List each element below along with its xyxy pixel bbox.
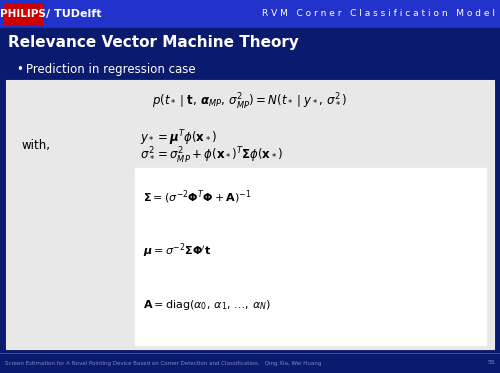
- Text: $\boldsymbol{\Sigma} = (\sigma^{-2}\boldsymbol{\Phi}^T\boldsymbol{\Phi} + \mathb: $\boldsymbol{\Sigma} = (\sigma^{-2}\bold…: [143, 189, 252, 206]
- Text: $\boldsymbol{\mu} = \sigma^{-2}\boldsymbol{\Sigma}\boldsymbol{\Phi}^{\prime}\mat: $\boldsymbol{\mu} = \sigma^{-2}\boldsymb…: [143, 242, 211, 260]
- Text: / TUDelft: / TUDelft: [46, 9, 102, 19]
- Text: with,: with,: [22, 140, 51, 153]
- Bar: [135, 168, 486, 345]
- Text: Prediction in regression case: Prediction in regression case: [26, 63, 196, 76]
- Text: Relevance Vector Machine Theory: Relevance Vector Machine Theory: [8, 34, 299, 50]
- Bar: [6, 80, 494, 349]
- Text: •: •: [16, 63, 23, 76]
- Text: $\mathbf{A} = \mathrm{diag}(\alpha_0,\,\alpha_1,\,\ldots,\,\alpha_N)$: $\mathbf{A} = \mathrm{diag}(\alpha_0,\,\…: [143, 298, 272, 312]
- Text: $y_* = \boldsymbol{\mu}^T\phi(\mathbf{x}_*)$: $y_* = \boldsymbol{\mu}^T\phi(\mathbf{x}…: [140, 128, 217, 148]
- Text: 55: 55: [487, 360, 495, 366]
- Text: PHILIPS: PHILIPS: [0, 9, 46, 19]
- Text: $\sigma^2_* = \sigma^2_{MP} + \phi(\mathbf{x}_*)^T \boldsymbol{\Sigma}\phi(\math: $\sigma^2_* = \sigma^2_{MP} + \phi(\math…: [140, 146, 283, 166]
- Text: Screen Estimation for A Novel Pointing Device Based on Corner Detection and Clas: Screen Estimation for A Novel Pointing D…: [5, 360, 322, 366]
- Text: $p(t_* \mid \mathbf{t},\,\boldsymbol{\alpha}_{MP},\,\sigma^2_{MP}) = N(t_* \mid : $p(t_* \mid \mathbf{t},\,\boldsymbol{\al…: [152, 92, 348, 112]
- Bar: [4, 4, 42, 24]
- Bar: [0, 353, 500, 373]
- Bar: [0, 0, 500, 28]
- Text: R V M   C o r n e r   C l a s s i f i c a t i o n   M o d e l: R V M C o r n e r C l a s s i f i c a t …: [262, 9, 495, 19]
